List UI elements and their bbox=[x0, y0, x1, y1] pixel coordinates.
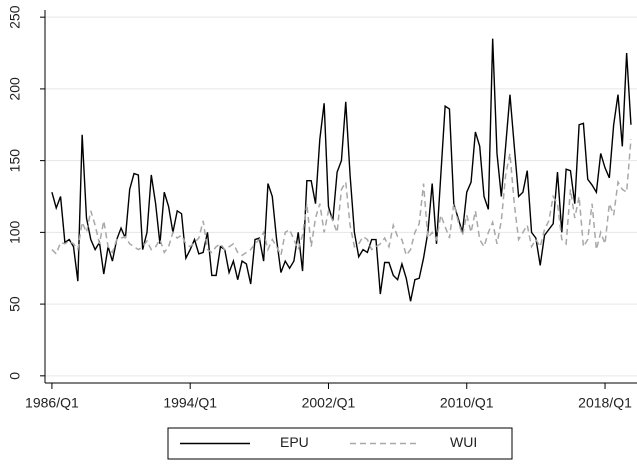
y-tick-label: 50 bbox=[7, 296, 23, 312]
y-tick-label: 250 bbox=[7, 5, 23, 29]
legend-label: EPU bbox=[280, 434, 309, 450]
y-tick-label: 150 bbox=[7, 149, 23, 173]
x-tick-label: 1994/Q1 bbox=[163, 395, 217, 411]
y-tick-label: 100 bbox=[7, 220, 23, 244]
series-line bbox=[51, 38, 632, 302]
x-tick-label: 2018/Q1 bbox=[578, 395, 632, 411]
x-tick-label: 2002/Q1 bbox=[302, 395, 356, 411]
legend-label: WUI bbox=[450, 434, 477, 450]
y-tick-label: 200 bbox=[7, 77, 23, 101]
x-tick-label: 1986/Q1 bbox=[25, 395, 79, 411]
x-tick-label: 2010/Q1 bbox=[440, 395, 494, 411]
series-line bbox=[51, 139, 632, 258]
y-tick-label: 0 bbox=[7, 372, 23, 380]
